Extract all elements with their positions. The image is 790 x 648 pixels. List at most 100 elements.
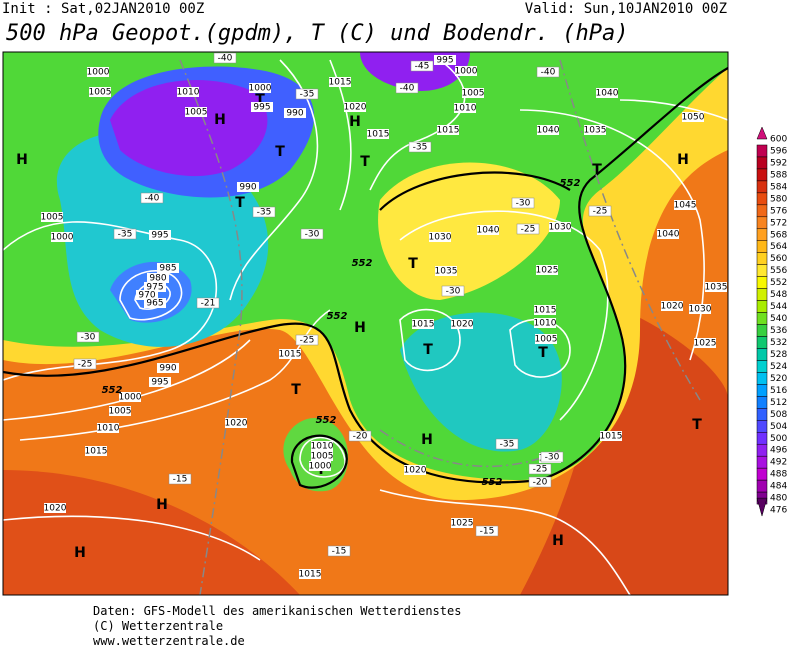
isobar-label: 1015 xyxy=(437,126,460,136)
isobar-label: 1025 xyxy=(694,339,717,349)
temperature-label-bg xyxy=(395,82,419,94)
colorbar-label: 532 xyxy=(770,338,787,348)
isobar-label: 1015 xyxy=(412,320,435,330)
isobar-label-bg xyxy=(367,129,389,139)
footer-line: Daten: GFS-Modell des amerikanischen Wet… xyxy=(93,604,461,618)
pressure-center: H xyxy=(156,497,168,513)
colorbar-box xyxy=(756,312,768,325)
temperature-label: -15 xyxy=(332,547,347,557)
isobar-label: 1010 xyxy=(534,319,557,329)
colorbar-label: 588 xyxy=(770,170,787,180)
init-time: Init : Sat,02JAN2010 00Z xyxy=(2,1,204,17)
isobar-label-bg xyxy=(251,102,273,112)
isobar-label: 990 xyxy=(239,183,256,193)
isobar-label: 1015 xyxy=(534,306,557,316)
isobar-label: 1005 xyxy=(462,89,485,99)
valid-time: Valid: Sun,10JAN2010 00Z xyxy=(525,1,727,17)
temperature-label-bg xyxy=(76,331,100,343)
field-red xyxy=(520,300,728,595)
isobar-label-bg xyxy=(412,319,434,329)
isobar-label-bg xyxy=(279,349,301,359)
isobar-label: 1020 xyxy=(404,466,427,476)
colorbar-label: 564 xyxy=(770,242,787,252)
isotherm xyxy=(559,59,701,401)
isobar-label: 1015 xyxy=(279,350,302,360)
colorbar-box xyxy=(756,396,768,409)
pressure-center: H xyxy=(74,545,86,561)
field-red xyxy=(3,470,300,595)
isobar-label: 1015 xyxy=(329,78,352,88)
temperature-label: -35 xyxy=(500,440,515,450)
isobar-label: 1020 xyxy=(44,504,67,514)
colorbar-box xyxy=(756,408,768,421)
colorbar-label: 600 xyxy=(770,135,787,145)
isobar-label: 1000 xyxy=(119,393,142,403)
footer-line: (C) Wetterzentrale xyxy=(93,619,223,633)
colorbar-label: 492 xyxy=(770,458,787,468)
temperature-label: -35 xyxy=(413,143,428,153)
colorbar-box xyxy=(756,264,768,277)
isobar-label-bg xyxy=(534,305,556,315)
pressure-center: T xyxy=(235,195,245,211)
isobar-label: 990 xyxy=(286,109,303,119)
isobar-label: 1040 xyxy=(657,230,680,240)
isobar-label: 1010 xyxy=(454,104,477,114)
isobar-label-bg xyxy=(97,423,119,433)
isobar-label-bg xyxy=(144,282,166,292)
isobar-label: 1040 xyxy=(537,126,560,136)
isobar-label: 1000 xyxy=(51,233,74,243)
height-label: 552 xyxy=(482,477,503,488)
temperature-label: -21 xyxy=(201,299,216,309)
pressure-center: H xyxy=(552,533,564,549)
isobar-label-bg xyxy=(584,125,606,135)
contour-552 xyxy=(379,171,571,211)
isobar-label: 1005 xyxy=(535,335,558,345)
isobar-label-bg xyxy=(404,465,426,475)
pressure-center: T xyxy=(360,154,370,170)
isobar xyxy=(379,489,631,595)
pressure-center: H xyxy=(349,114,361,130)
isobar-label-bg xyxy=(454,103,476,113)
isobar-label: 980 xyxy=(149,274,166,284)
height-label: 552 xyxy=(560,178,581,189)
colorbar-label: 476 xyxy=(770,506,787,516)
colorbar-label: 568 xyxy=(770,230,787,240)
colorbar-label: 560 xyxy=(770,254,787,264)
isobar-label: 1000 xyxy=(249,84,272,94)
isobar-label-bg xyxy=(237,182,259,192)
isotherms xyxy=(179,59,701,595)
isobar-label-bg xyxy=(185,107,207,117)
colorbar-box xyxy=(756,372,768,385)
isobar-label-bg xyxy=(661,301,683,311)
isobar-label: 995 xyxy=(253,103,270,113)
colorbar-label: 524 xyxy=(770,362,787,372)
pressure-center: T xyxy=(275,144,285,160)
isobar-label-bg xyxy=(309,461,331,471)
temperature-label-bg xyxy=(140,192,164,204)
isobar-label-bg xyxy=(225,418,247,428)
isobar-label: 1015 xyxy=(600,432,623,442)
temperature-label-bg xyxy=(113,228,137,240)
temperature-label-bg xyxy=(295,88,319,100)
isobar xyxy=(119,270,183,321)
map-frame xyxy=(2,51,729,596)
isobar-label-bg xyxy=(657,229,679,239)
isobar xyxy=(399,308,461,372)
isobar-label: 1000 xyxy=(309,462,332,472)
isobar-label: 995 xyxy=(151,231,168,241)
footer-line: www.wetterzentrale.de xyxy=(93,634,245,648)
temperature-label: -30 xyxy=(545,453,560,463)
colorbar-label: 528 xyxy=(770,350,787,360)
isobar-label-bg xyxy=(177,87,199,97)
colorbar-label: 596 xyxy=(770,146,787,156)
colorbar-label: 536 xyxy=(770,326,787,336)
isobar xyxy=(3,515,261,561)
height-label: 552 xyxy=(102,385,123,396)
colorbar-label: 480 xyxy=(770,494,787,504)
isobar-label-bg xyxy=(41,212,63,222)
colorbar-box xyxy=(756,432,768,445)
temperature-label-bg xyxy=(410,60,434,72)
colorbar-box xyxy=(756,443,768,457)
colorbar-cap xyxy=(756,497,768,518)
temperature-label-bg xyxy=(588,205,612,217)
